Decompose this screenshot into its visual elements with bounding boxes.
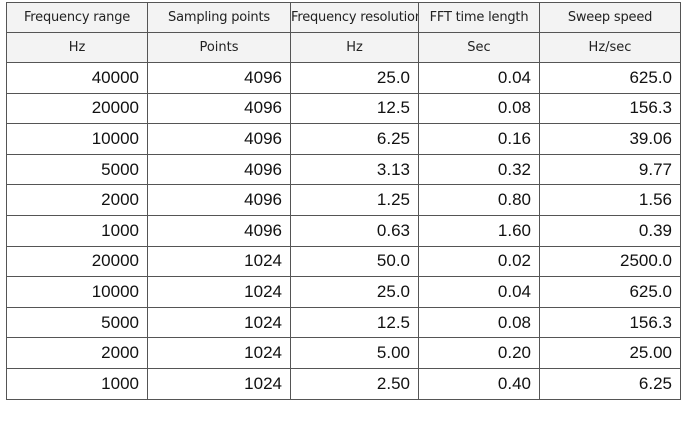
table-row: 5000 1024 12.5 0.08 156.3 bbox=[6, 306, 681, 339]
cell-frequency-range: 40000 bbox=[6, 62, 148, 94]
unit-fft-time-length: Sec bbox=[418, 32, 540, 63]
cell-sweep-speed: 25.00 bbox=[539, 337, 681, 369]
cell-frequency-range: 2000 bbox=[6, 337, 148, 369]
table-row: 2000 4096 1.25 0.80 1.56 bbox=[6, 184, 681, 216]
cell-sweep-speed: 9.77 bbox=[539, 153, 681, 186]
table-row: 10000 4096 6.25 0.16 39.06 bbox=[6, 123, 681, 155]
unit-sampling-points: Points bbox=[147, 32, 291, 63]
cell-frequency-resolution: 3.13 bbox=[290, 153, 419, 186]
table-row: 2000 1024 5.00 0.20 25.00 bbox=[6, 337, 681, 369]
cell-frequency-resolution: 50.0 bbox=[290, 245, 419, 278]
cell-frequency-range: 10000 bbox=[6, 276, 148, 308]
header-frequency-range: Frequency range bbox=[6, 2, 148, 33]
header-frequency-resolution: Frequency resolution bbox=[290, 2, 419, 33]
cell-fft-time-length: 0.20 bbox=[418, 337, 540, 369]
cell-frequency-resolution: 2.50 bbox=[290, 367, 419, 400]
cell-sweep-speed: 39.06 bbox=[539, 123, 681, 155]
table-row: 1000 4096 0.63 1.60 0.39 bbox=[6, 214, 681, 247]
cell-frequency-resolution: 12.5 bbox=[290, 92, 419, 125]
cell-frequency-resolution: 12.5 bbox=[290, 306, 419, 339]
cell-sampling-points: 4096 bbox=[147, 62, 291, 94]
cell-frequency-range: 20000 bbox=[6, 92, 148, 125]
cell-sweep-speed: 156.3 bbox=[539, 306, 681, 339]
cell-sweep-speed: 625.0 bbox=[539, 62, 681, 94]
cell-sampling-points: 4096 bbox=[147, 92, 291, 125]
table-row: 1000 1024 2.50 0.40 6.25 bbox=[6, 367, 681, 400]
cell-frequency-range: 20000 bbox=[6, 245, 148, 278]
table-row: 10000 1024 25.0 0.04 625.0 bbox=[6, 276, 681, 308]
cell-sampling-points: 1024 bbox=[147, 337, 291, 369]
table-row: 40000 4096 25.0 0.04 625.0 bbox=[6, 62, 681, 94]
cell-frequency-resolution: 5.00 bbox=[290, 337, 419, 369]
cell-sweep-speed: 625.0 bbox=[539, 276, 681, 308]
cell-fft-time-length: 0.08 bbox=[418, 306, 540, 339]
cell-fft-time-length: 0.32 bbox=[418, 153, 540, 186]
cell-frequency-range: 5000 bbox=[6, 306, 148, 339]
cell-fft-time-length: 0.16 bbox=[418, 123, 540, 155]
table-row: 20000 1024 50.0 0.02 2500.0 bbox=[6, 245, 681, 278]
header-sweep-speed: Sweep speed bbox=[539, 2, 681, 33]
cell-sweep-speed: 0.39 bbox=[539, 214, 681, 247]
header-sampling-points: Sampling points bbox=[147, 2, 291, 33]
cell-sampling-points: 4096 bbox=[147, 123, 291, 155]
cell-frequency-range: 5000 bbox=[6, 153, 148, 186]
table-row: 20000 4096 12.5 0.08 156.3 bbox=[6, 92, 681, 125]
cell-sweep-speed: 2500.0 bbox=[539, 245, 681, 278]
table-body: 40000 4096 25.0 0.04 625.0 20000 4096 12.5 0.08 1… bbox=[6, 62, 681, 400]
cell-fft-time-length: 1.60 bbox=[418, 214, 540, 247]
cell-frequency-resolution: 0.63 bbox=[290, 214, 419, 247]
cell-sampling-points: 4096 bbox=[147, 184, 291, 216]
unit-frequency-resolution: Hz bbox=[290, 32, 419, 63]
cell-sweep-speed: 156.3 bbox=[539, 92, 681, 125]
cell-frequency-range: 1000 bbox=[6, 214, 148, 247]
cell-frequency-range: 1000 bbox=[6, 367, 148, 400]
cell-fft-time-length: 0.08 bbox=[418, 92, 540, 125]
cell-frequency-resolution: 6.25 bbox=[290, 123, 419, 155]
table-row: 5000 4096 3.13 0.32 9.77 bbox=[6, 153, 681, 186]
unit-row: Hz Points Hz Sec Hz/sec bbox=[6, 32, 681, 63]
fft-spec-table: Frequency range Sampling points Frequenc… bbox=[6, 2, 681, 400]
cell-fft-time-length: 0.80 bbox=[418, 184, 540, 216]
cell-sampling-points: 1024 bbox=[147, 367, 291, 400]
cell-fft-time-length: 0.04 bbox=[418, 276, 540, 308]
cell-frequency-resolution: 1.25 bbox=[290, 184, 419, 216]
cell-sampling-points: 4096 bbox=[147, 153, 291, 186]
header-row: Frequency range Sampling points Frequenc… bbox=[6, 2, 681, 33]
cell-fft-time-length: 0.04 bbox=[418, 62, 540, 94]
cell-sweep-speed: 6.25 bbox=[539, 367, 681, 400]
cell-fft-time-length: 0.40 bbox=[418, 367, 540, 400]
cell-frequency-range: 2000 bbox=[6, 184, 148, 216]
cell-sampling-points: 1024 bbox=[147, 276, 291, 308]
cell-sampling-points: 1024 bbox=[147, 306, 291, 339]
cell-frequency-range: 10000 bbox=[6, 123, 148, 155]
cell-frequency-resolution: 25.0 bbox=[290, 62, 419, 94]
cell-sampling-points: 4096 bbox=[147, 214, 291, 247]
unit-sweep-speed: Hz/sec bbox=[539, 32, 681, 63]
cell-fft-time-length: 0.02 bbox=[418, 245, 540, 278]
unit-frequency-range: Hz bbox=[6, 32, 148, 63]
cell-sweep-speed: 1.56 bbox=[539, 184, 681, 216]
header-fft-time-length: FFT time length bbox=[418, 2, 540, 33]
cell-frequency-resolution: 25.0 bbox=[290, 276, 419, 308]
cell-sampling-points: 1024 bbox=[147, 245, 291, 278]
